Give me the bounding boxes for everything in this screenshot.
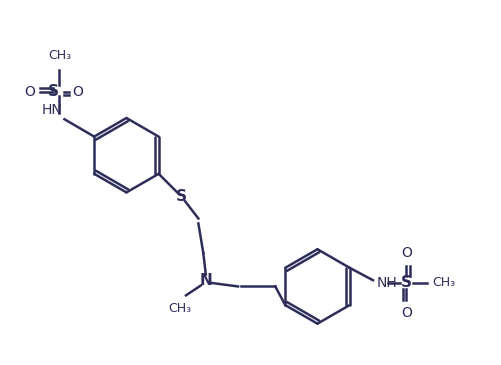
Text: S: S xyxy=(401,275,412,290)
Text: CH₃: CH₃ xyxy=(48,49,71,62)
Text: NH: NH xyxy=(376,276,397,290)
Text: HN: HN xyxy=(41,103,62,117)
Text: N: N xyxy=(199,273,212,288)
Text: CH₃: CH₃ xyxy=(168,302,191,315)
Text: O: O xyxy=(401,306,412,319)
Text: O: O xyxy=(401,246,412,260)
Text: CH₃: CH₃ xyxy=(432,276,455,289)
Text: S: S xyxy=(48,84,59,99)
Text: S: S xyxy=(175,189,186,204)
Text: O: O xyxy=(72,85,83,99)
Text: O: O xyxy=(25,85,35,99)
